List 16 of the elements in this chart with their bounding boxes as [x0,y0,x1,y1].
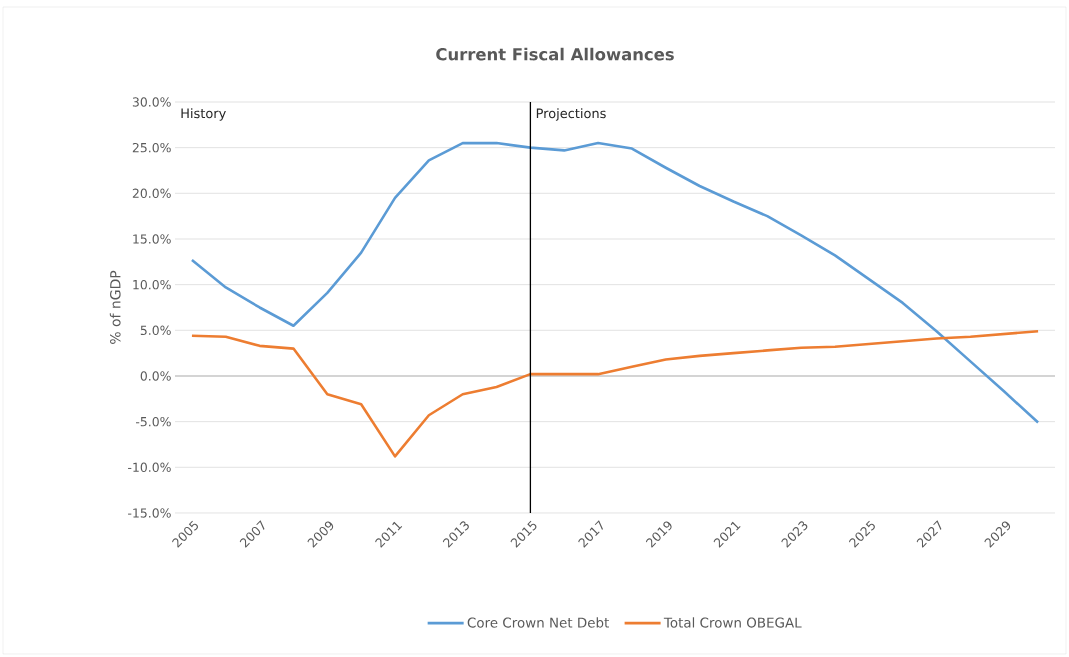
y-tick-label: 0.0% [140,371,171,381]
y-tick-label: 5.0% [140,325,171,336]
annotation: Projections [536,108,606,121]
y-tick-label: 25.0% [132,142,171,153]
annotation: History [181,108,226,121]
y-axis-title: % of nGDP [109,270,121,344]
y-tick-label: -15.0% [128,508,171,518]
y-tick-label: 30.0% [132,97,171,107]
legend-label: Total Crown OBEGAL [663,617,802,628]
legend-label: Core Crown Net Debt [467,617,609,628]
y-tick-label: 15.0% [133,234,171,244]
y-tick-label: -5.0% [135,416,171,427]
y-tick-label: 20.0% [132,188,171,199]
chart-title: Current Fiscal Allowances [436,47,674,61]
y-tick-label: 10.0% [133,279,171,290]
y-tick-label: -10.0% [128,462,171,473]
